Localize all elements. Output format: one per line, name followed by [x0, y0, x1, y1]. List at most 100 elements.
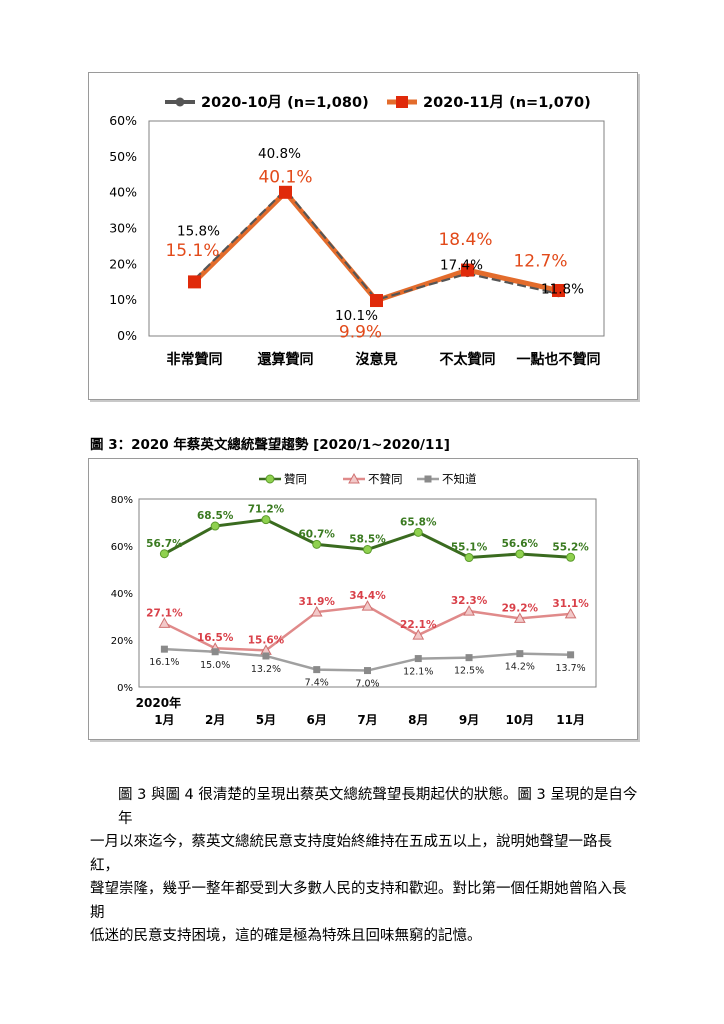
x-tick-label: 11月	[556, 713, 585, 727]
data-point-unknown	[414, 655, 422, 663]
data-point-approve	[464, 553, 474, 563]
data-point-disapprove	[310, 606, 323, 617]
data-label-approve: 58.5%	[349, 534, 386, 546]
data-label-approve: 60.7%	[299, 528, 336, 540]
data-label-nov: 15.1%	[165, 241, 219, 261]
x-tick-label: 非常贊同	[167, 351, 223, 368]
data-label-disapprove: 22.1%	[400, 619, 437, 631]
legend-marker-approve	[265, 474, 275, 484]
data-point-unknown	[262, 652, 270, 660]
y-tick-label: 50%	[109, 149, 137, 164]
y-tick-label: 0%	[117, 683, 133, 694]
y-tick-label: 80%	[111, 495, 133, 506]
data-label-unknown: 13.2%	[251, 664, 281, 675]
data-label-unknown: 7.4%	[305, 678, 329, 689]
data-point-disapprove	[412, 629, 425, 640]
x-tick-label: 沒意見	[356, 351, 398, 368]
data-label-disapprove: 29.2%	[502, 602, 539, 614]
data-label-unknown: 12.1%	[403, 667, 433, 678]
x-tick-label: 不太贊同	[440, 351, 496, 368]
data-label-oct: 40.8%	[258, 146, 301, 162]
data-label-unknown: 15.0%	[200, 660, 230, 671]
legend-marker-oct	[175, 97, 185, 107]
data-label-nov: 9.9%	[339, 323, 382, 343]
legend-label-unknown: 不知道	[442, 472, 477, 486]
data-label-approve: 55.1%	[451, 542, 488, 554]
y-tick-label: 60%	[109, 113, 137, 128]
data-point-approve	[515, 549, 525, 559]
plot-area	[138, 498, 597, 688]
data-point-approve	[261, 515, 271, 525]
data-label-nov: 18.4%	[438, 230, 492, 250]
chart2-svg: 0% 20% 40% 60% 80% 2020年 1月 2月 5月 6月 7月 8月 9月 10月 11月 5…	[111, 472, 597, 727]
x-tick-label: 1月	[154, 713, 174, 727]
data-point-disapprove	[564, 607, 577, 619]
data-point-disapprove	[463, 605, 475, 616]
x-tick-label: 8月	[408, 713, 428, 727]
data-point-unknown	[364, 667, 371, 675]
x-tick-label: 9月	[459, 713, 479, 727]
data-point-nov	[279, 185, 292, 199]
x-tick-label: 7月	[357, 713, 377, 727]
data-point-approve	[312, 539, 322, 549]
legend-label-nov: 2020-11月 (n=1,070)	[423, 94, 591, 111]
legend-label-oct: 2020-10月 (n=1,080)	[201, 94, 369, 111]
data-label-approve: 71.2%	[248, 504, 285, 516]
data-label-approve: 65.8%	[400, 516, 437, 528]
data-label-approve: 56.6%	[502, 538, 539, 550]
approval-trend-chart: 0% 20% 40% 60% 80% 2020年 1月 2月 5月 6月 7月 8月 9月 10月 11月 5…	[88, 458, 638, 740]
data-point-disapprove	[158, 617, 171, 628]
data-label-disapprove: 32.3%	[451, 595, 488, 607]
series-line-nov	[192, 189, 560, 304]
data-label-disapprove: 34.4%	[349, 590, 386, 602]
x-tick-label: 還算贊同	[258, 351, 314, 368]
data-label-oct: 15.8%	[177, 223, 220, 239]
paragraph-line: 圖 3 與圖 4 很清楚的呈現出蔡英文總統聲望長期起伏的狀態。圖 3 呈現的是自…	[118, 787, 638, 827]
y-tick-label: 30%	[109, 221, 137, 236]
data-point-approve	[413, 527, 423, 537]
data-point-approve	[363, 545, 372, 555]
figure-caption: 圖 3：2020 年蔡英文總統聲望趨勢 [2020/1~2020/11]	[90, 437, 450, 453]
data-label-nov: 40.1%	[258, 167, 312, 187]
x-tick-label: 2月	[205, 713, 225, 727]
opinion-distribution-chart: 0% 10% 20% 30% 40% 50% 60% 非常贊同 還算贊同 沒意見 不太贊同 一點也不贊…	[88, 72, 638, 400]
legend-marker-disapprove	[348, 472, 360, 484]
data-point-disapprove	[513, 612, 526, 623]
data-point-disapprove	[361, 600, 374, 611]
y-tick-label: 10%	[109, 292, 137, 307]
data-point-unknown	[313, 666, 321, 674]
x-tick-label: 10月	[505, 713, 534, 727]
data-point-approve	[159, 549, 169, 559]
data-point-unknown	[567, 651, 575, 659]
data-point-approve	[210, 521, 220, 531]
legend-label-disapprove: 不贊同	[368, 472, 403, 486]
data-label-unknown: 14.2%	[505, 662, 535, 673]
data-label-oct: 17.4%	[440, 258, 483, 274]
data-label-disapprove: 27.1%	[146, 607, 183, 619]
data-label-oct: 10.1%	[335, 308, 378, 324]
x-tick-label: 一點也不贊同	[517, 351, 601, 368]
data-point-unknown	[465, 654, 473, 662]
body-paragraph: 圖 3 與圖 4 很清楚的呈現出蔡英文總統聲望長期起伏的狀態。圖 3 呈現的是自…	[90, 784, 638, 949]
legend-label-approve: 贊同	[284, 472, 307, 486]
data-label-unknown: 12.5%	[454, 666, 484, 677]
data-label-oct: 11.8%	[541, 282, 584, 298]
data-label-disapprove: 16.5%	[197, 632, 234, 644]
paragraph-line: 低迷的民意支持困境，這的確是極為特殊且回味無窮的記憶。	[90, 928, 482, 944]
y-tick-label: 40%	[109, 185, 137, 200]
data-label-unknown: 16.1%	[149, 657, 179, 668]
y-tick-label: 20%	[111, 636, 133, 647]
legend-marker-unknown	[424, 475, 432, 483]
x-tick-label: 6月	[307, 713, 327, 727]
y-tick-label: 60%	[111, 542, 133, 553]
data-point-nov	[188, 275, 201, 289]
data-point-nov	[370, 294, 383, 308]
data-point-unknown	[516, 650, 524, 658]
y-tick-label: 0%	[117, 328, 137, 343]
data-label-unknown: 13.7%	[556, 663, 586, 674]
y-tick-label: 20%	[109, 256, 137, 271]
paragraph-line: 一月以來迄今，蔡英文總統民意支持度始終維持在五成五以上，說明她聲望一路長紅，	[90, 834, 612, 874]
y-tick-label: 40%	[111, 589, 133, 600]
data-label-disapprove: 31.9%	[299, 596, 336, 608]
data-point-nov	[461, 263, 474, 277]
